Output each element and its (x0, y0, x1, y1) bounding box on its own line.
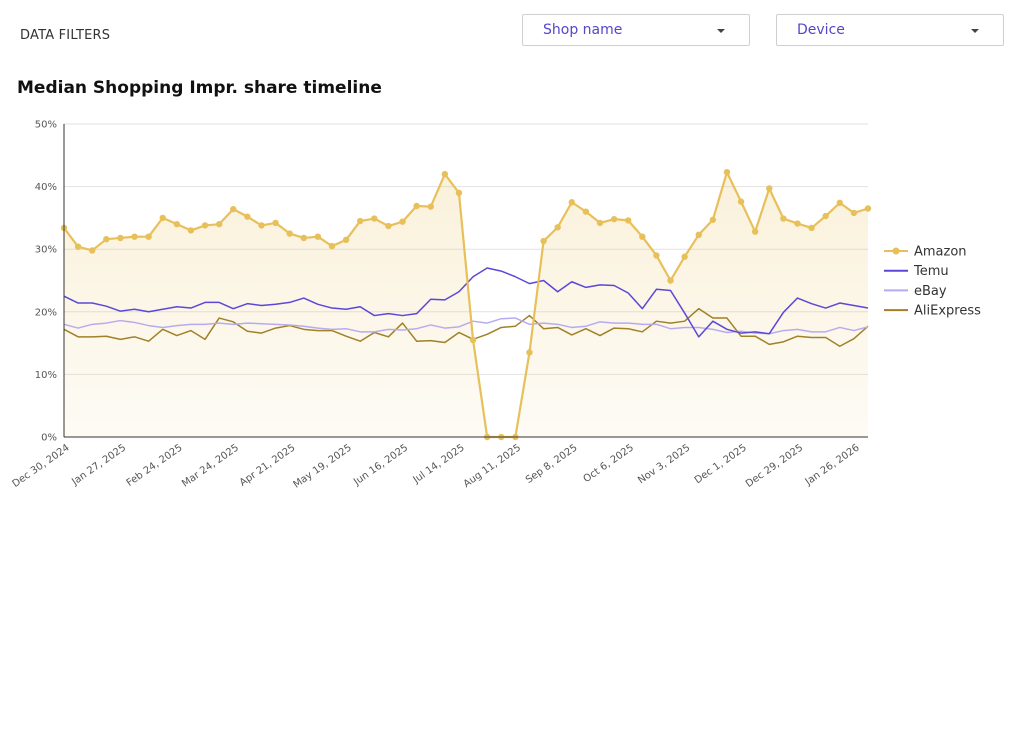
amazon-point (723, 169, 731, 176)
amazon-area (64, 172, 868, 437)
x-tick-label: Jan 27, 2025 (69, 442, 128, 488)
amazon-point (540, 237, 547, 245)
y-tick-label: 20% (35, 307, 57, 318)
amazon-point (244, 213, 251, 220)
amazon-point (187, 227, 195, 234)
amazon-point (794, 220, 801, 227)
caret-down-icon (717, 29, 725, 33)
x-tick-label: Dec 30, 2024 (10, 442, 71, 489)
x-tick-label: Mar 24, 2025 (180, 442, 241, 489)
amazon-point (385, 222, 392, 230)
x-tick-label: Nov 3, 2025 (636, 442, 692, 486)
amazon-point (822, 212, 829, 220)
x-tick-label: Feb 24, 2025 (125, 442, 185, 489)
x-tick-label: Sep 8, 2025 (524, 442, 580, 486)
x-tick-label: Dec 29, 2025 (744, 442, 805, 489)
temu-series-line (63, 267, 869, 338)
amazon-point (667, 277, 674, 284)
legend-label-aliexpress: AliExpress (914, 304, 981, 319)
amazon-point (173, 220, 181, 228)
legend-label-ebay: eBay (914, 284, 947, 299)
amazon-point (258, 222, 265, 229)
amazon-point (864, 205, 872, 212)
y-tick-label: 50% (35, 120, 57, 131)
y-tick-label: 40% (35, 182, 57, 193)
amazon-point (427, 203, 434, 210)
amazon-point (215, 220, 223, 228)
x-tick-label: Dec 1, 2025 (693, 442, 749, 486)
amazon-point (455, 189, 463, 197)
amazon-point (342, 236, 350, 244)
amazon-point (610, 215, 618, 223)
legend-label-temu: Temu (913, 264, 949, 279)
amazon-point (625, 217, 632, 224)
y-tick-label: 0% (41, 433, 57, 444)
amazon-point (554, 224, 561, 231)
amazon-point (751, 228, 759, 235)
amazon-point (568, 199, 575, 206)
amazon-point (766, 185, 773, 192)
amazon-point (357, 217, 364, 225)
amazon-point (582, 208, 590, 215)
amazon-point (808, 224, 815, 232)
legend-marker-amazon (892, 247, 900, 255)
amazon-point (850, 209, 858, 217)
amazon-point (314, 233, 322, 240)
caret-down-icon (971, 29, 979, 33)
amazon-point (836, 199, 843, 207)
amazon-point (328, 242, 336, 250)
amazon-point (145, 233, 152, 240)
amazon-point (709, 216, 717, 223)
shop-name-dropdown[interactable]: Shop name (522, 14, 750, 46)
x-tick-label: May 19, 2025 (291, 442, 353, 490)
amazon-point (639, 233, 646, 240)
aliexpress-series-line (63, 307, 869, 347)
chart-title: Median Shopping Impr. share timeline (17, 78, 382, 98)
amazon-point (780, 215, 787, 222)
amazon-point (681, 253, 688, 260)
device-dropdown-label: Device (797, 22, 845, 38)
legend-label-amazon: Amazon (914, 245, 967, 260)
x-tick-label: Oct 6, 2025 (582, 442, 636, 485)
y-tick-label: 30% (35, 245, 57, 256)
amazon-point (469, 336, 477, 344)
amazon-point (300, 234, 307, 242)
device-dropdown[interactable]: Device (776, 14, 1004, 46)
amazon-point (159, 214, 166, 222)
x-tick-label: Jul 14, 2025 (411, 442, 467, 486)
x-tick-label: Jun 16, 2025 (351, 442, 410, 488)
amazon-point (272, 219, 279, 227)
amazon-point (117, 234, 124, 242)
amazon-point (230, 205, 237, 213)
amazon-point (413, 202, 420, 210)
amazon-point (103, 235, 110, 243)
amazon-point (89, 247, 96, 254)
amazon-point (441, 170, 449, 178)
amazon-point (596, 219, 604, 227)
amazon-point (201, 222, 209, 229)
x-tick-label: Jan 26, 2026 (803, 442, 862, 488)
x-tick-label: Apr 21, 2025 (238, 442, 298, 488)
amazon-point (653, 252, 660, 259)
x-tick-label: Aug 11, 2025 (462, 442, 523, 490)
amazon-series-line (63, 171, 869, 439)
amazon-point (526, 349, 533, 356)
amazon-point (286, 230, 293, 237)
amazon-point (399, 218, 406, 225)
data-filters-label: DATA FILTERS (20, 28, 111, 43)
y-tick-label: 10% (35, 370, 57, 381)
amazon-point (74, 243, 82, 250)
amazon-point (131, 233, 138, 240)
amazon-point (371, 215, 378, 222)
amazon-point (737, 198, 745, 205)
shop-name-dropdown-label: Shop name (543, 22, 623, 38)
amazon-point (695, 231, 702, 238)
